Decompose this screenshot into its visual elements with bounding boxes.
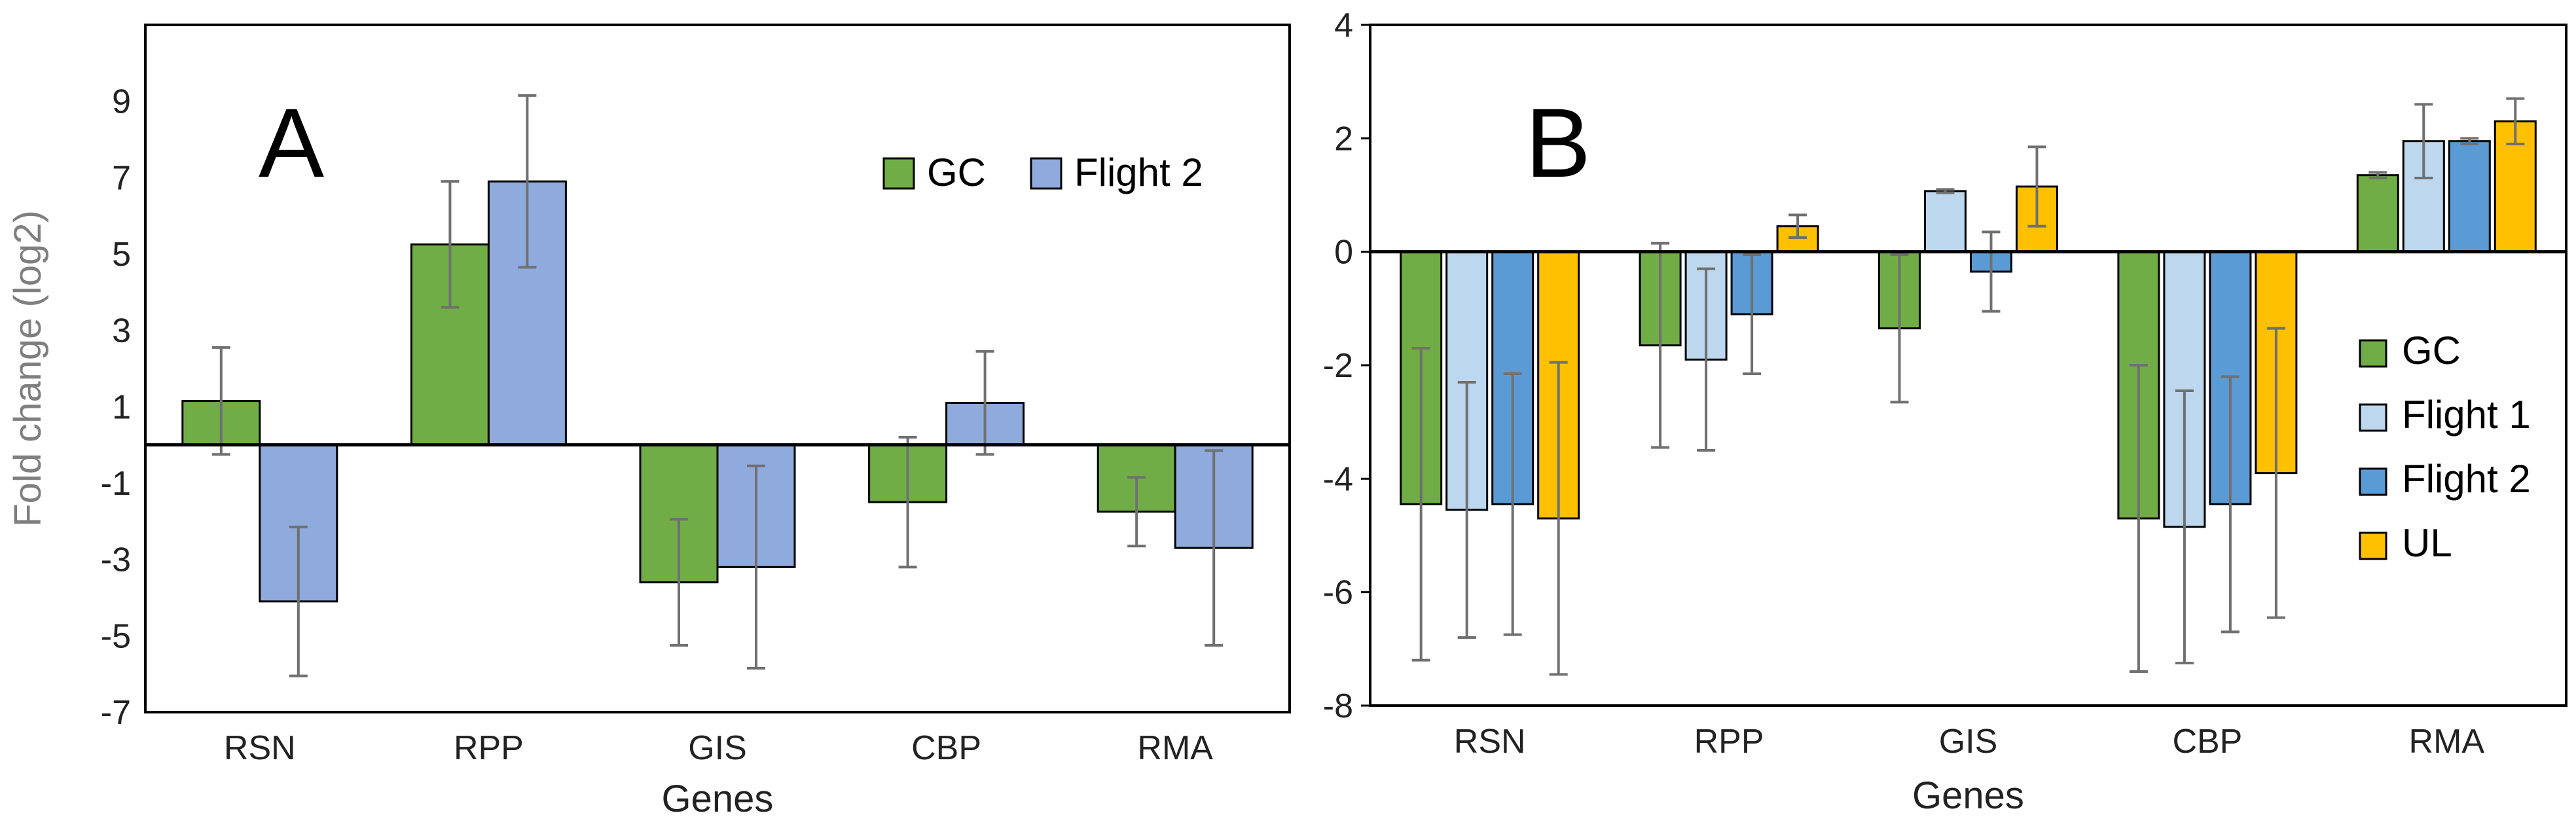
panel-a-legend-swatch — [882, 157, 915, 190]
panel-b-bar-gc-rma — [2356, 174, 2399, 253]
panel-b-y-tick-label: 4 — [1334, 7, 1353, 45]
panel-b-y-tick-label: 0 — [1334, 234, 1353, 272]
panel-b-legend-swatch — [2359, 403, 2387, 432]
panel-b-legend: GC Flight 1 Flight 2 UL — [2359, 329, 2531, 565]
panel-a-legend: GC Flight 2 — [882, 151, 1203, 194]
panel-b-y-tick-label: -2 — [1323, 347, 1353, 385]
panel-a-legend-label: Flight 2 — [1074, 151, 1203, 194]
panel-b-y-tick-label: -8 — [1323, 687, 1353, 725]
chart-panel-b: -8 -6 -4 -2 0 2 4 RSN RPP GIS CBP RMA Genes B GC Flight… — [1323, 7, 2567, 817]
panel-b-legend-label: Flight 2 — [2402, 457, 2531, 501]
panel-a-y-tick-label: -7 — [101, 694, 131, 732]
panel-a-y-tick-label: 1 — [112, 388, 131, 426]
panel-a-y-tick-label: 5 — [112, 236, 131, 274]
panel-b-bar-flight-1-gis — [1924, 190, 1967, 253]
panel-a-y-tick-label: -3 — [101, 541, 131, 579]
panel-b-x-tick-label: RMA — [2409, 723, 2485, 761]
panel-b-y-tick-label: -6 — [1323, 574, 1353, 612]
panel-a-x-tick-label: GIS — [688, 729, 747, 767]
panel-b-legend-swatch — [2359, 339, 2387, 368]
panel-b-legend-label: UL — [2402, 521, 2452, 565]
panel-a-y-axis-title: Fold change (log2) — [7, 210, 49, 527]
panel-a-legend-swatch — [1030, 157, 1062, 190]
panel-b-x-axis-title: Genes — [1912, 774, 2024, 817]
panel-a-x-tick-label: CBP — [911, 729, 981, 767]
panel-b-legend-label: Flight 1 — [2402, 393, 2531, 437]
panel-b-x-tick-label: GIS — [1939, 723, 1998, 761]
panel-b-legend-label: GC — [2402, 329, 2461, 372]
panel-a-x-tick-label: RSN — [224, 729, 296, 767]
panel-b-y-tick-label: -4 — [1323, 460, 1353, 498]
panel-b-x-tick-label: CBP — [2172, 723, 2242, 761]
panel-b-legend-swatch — [2359, 467, 2387, 496]
panel-a-y-tick-label: 3 — [112, 312, 131, 350]
panel-a-x-axis-title: Genes — [662, 778, 774, 820]
panel-a-x-tick-label: RMA — [1137, 729, 1213, 767]
panel-b-x-tick-label: RPP — [1694, 723, 1764, 761]
panel-b-legend-swatch — [2359, 531, 2387, 560]
panel-b-x-tick-label: RSN — [1454, 723, 1526, 761]
panel-b-y-tick-label: 2 — [1334, 120, 1353, 158]
panel-a-y-tick-label: -5 — [101, 617, 131, 655]
panel-b-bar-flight-2-rma — [2448, 140, 2491, 253]
chart-panel-a: -7 -5 -3 -1 1 3 5 7 9 RSN RPP GIS CBP RMA Genes Fold ch… — [7, 24, 1291, 820]
panel-a-x-tick-label: RPP — [454, 729, 524, 767]
panel-a-y-tick-label: 7 — [112, 159, 131, 197]
panel-a-plot-frame — [144, 24, 1291, 713]
panel-a-legend-label: GC — [927, 151, 986, 194]
panel-a-letter: A — [259, 88, 324, 198]
panel-a-y-tick-label: 9 — [112, 83, 131, 121]
panel-a-y-tick-label: -1 — [101, 465, 131, 503]
panel-b-letter: B — [1525, 88, 1591, 198]
